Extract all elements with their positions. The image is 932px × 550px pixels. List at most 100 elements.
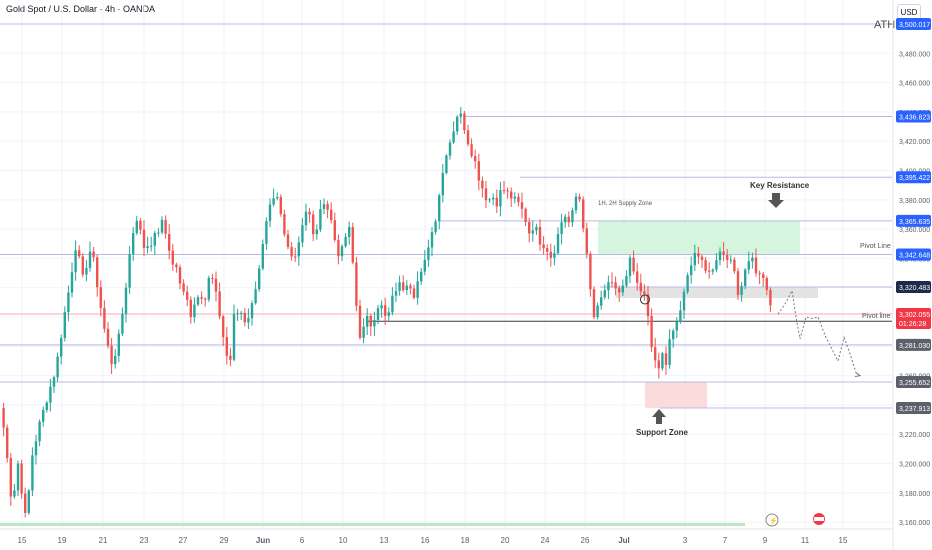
candle-body (384, 305, 387, 316)
candle-body (304, 211, 308, 226)
key-resistance-label: Key Resistance (750, 181, 810, 190)
candle-body (463, 113, 466, 131)
candle-body (232, 314, 236, 360)
candle-body (312, 214, 315, 235)
candle-body (49, 386, 52, 403)
candle-body (495, 197, 498, 207)
candle-body (564, 216, 567, 223)
candle-body (56, 356, 59, 378)
candle-body (124, 287, 128, 314)
time-tick-label: 7 (723, 536, 728, 545)
candle-body (672, 330, 675, 340)
candle-body (528, 221, 531, 234)
candle-body (175, 264, 178, 268)
time-tick-label: Jun (256, 536, 270, 545)
candle-body (762, 274, 765, 279)
projection-arrow-icon (854, 372, 862, 378)
price-badge (896, 18, 931, 30)
candle-body (182, 283, 185, 292)
price-badge-label: 3,500.017 (899, 22, 930, 29)
candle-body (736, 271, 740, 295)
candle-body (355, 262, 358, 306)
candle-body (405, 285, 408, 291)
candle-body (92, 251, 95, 258)
candle-body (686, 275, 689, 292)
candle-body (308, 211, 311, 215)
price-tick-label: 3,460.000 (899, 81, 930, 88)
candle-body (420, 271, 423, 282)
candle-body (380, 305, 383, 309)
candle-body (506, 190, 509, 192)
candle-body (452, 131, 455, 143)
time-tick-label: 20 (501, 536, 510, 545)
candle-body (628, 257, 632, 276)
candle-body (178, 267, 182, 284)
candle-body (693, 253, 696, 266)
candle-body (499, 190, 502, 207)
candle-body (718, 251, 722, 261)
candle-body (610, 282, 614, 284)
candle-body (477, 161, 480, 181)
candle-body (423, 259, 426, 272)
candle-body (272, 198, 275, 205)
candle-body (294, 256, 297, 258)
candle-body (592, 289, 596, 318)
candle-body (700, 256, 704, 260)
candle-body (276, 197, 279, 199)
candle-body (481, 180, 484, 189)
candle-body (315, 229, 318, 235)
candle-body (254, 289, 257, 304)
candle-body (279, 197, 282, 215)
candle-body (52, 377, 56, 387)
candle-body (470, 144, 473, 157)
time-tick-label: 6 (300, 536, 305, 545)
price-badge-label: 3,365.635 (899, 219, 930, 226)
candle-body (9, 458, 12, 497)
time-axis: 15 19 21 23 27 29 Jun 6 10 13 16 18 20 24 26 Jul 3 7 9 11 15 (0, 528, 892, 545)
candles (2, 107, 772, 518)
candle-body (600, 297, 603, 306)
candle-body (2, 407, 5, 428)
price-tick-label: 3,420.000 (899, 139, 930, 146)
candle-body (106, 328, 110, 346)
candle-body (682, 291, 686, 311)
price-badge-label: 3,255.652 (899, 380, 930, 387)
candle-body (643, 291, 646, 295)
candle-body (538, 226, 542, 245)
candle-body (650, 316, 653, 348)
candle-body (513, 196, 516, 199)
candle-body (618, 288, 621, 293)
currency-button[interactable]: USD (897, 4, 921, 22)
candle-body (337, 239, 340, 257)
candle-body (704, 259, 707, 271)
candle-body (744, 269, 747, 286)
price-axis: 3,160.0003,180.0003,200.0003,220.0003,24… (892, 0, 931, 550)
up-arrow-icon (652, 409, 666, 424)
candle-body (366, 315, 369, 327)
candle-body (330, 209, 333, 221)
time-tick-label: 10 (339, 536, 348, 545)
price-tick-label: 3,480.000 (899, 51, 930, 58)
candle-body (286, 234, 290, 247)
price-tick-label: 3,360.000 (899, 227, 930, 234)
candle-body (34, 441, 38, 456)
candle-body (646, 294, 650, 317)
candle-body (369, 315, 372, 327)
candle-body (218, 291, 221, 317)
candle-body (96, 257, 99, 288)
candle-body (765, 278, 768, 290)
candle-body (42, 409, 45, 422)
candle-body (150, 245, 153, 247)
candle-body (146, 246, 149, 249)
candle-body (416, 281, 419, 298)
candle-body (200, 297, 203, 299)
candle-body (153, 232, 156, 246)
price-tick-label: 3,200.000 (899, 462, 930, 469)
time-tick-label: 26 (581, 536, 590, 545)
candle-body (520, 202, 524, 209)
zones (598, 220, 818, 408)
candle-body (27, 490, 30, 513)
candle-body (391, 295, 394, 313)
candle-body (243, 312, 246, 323)
